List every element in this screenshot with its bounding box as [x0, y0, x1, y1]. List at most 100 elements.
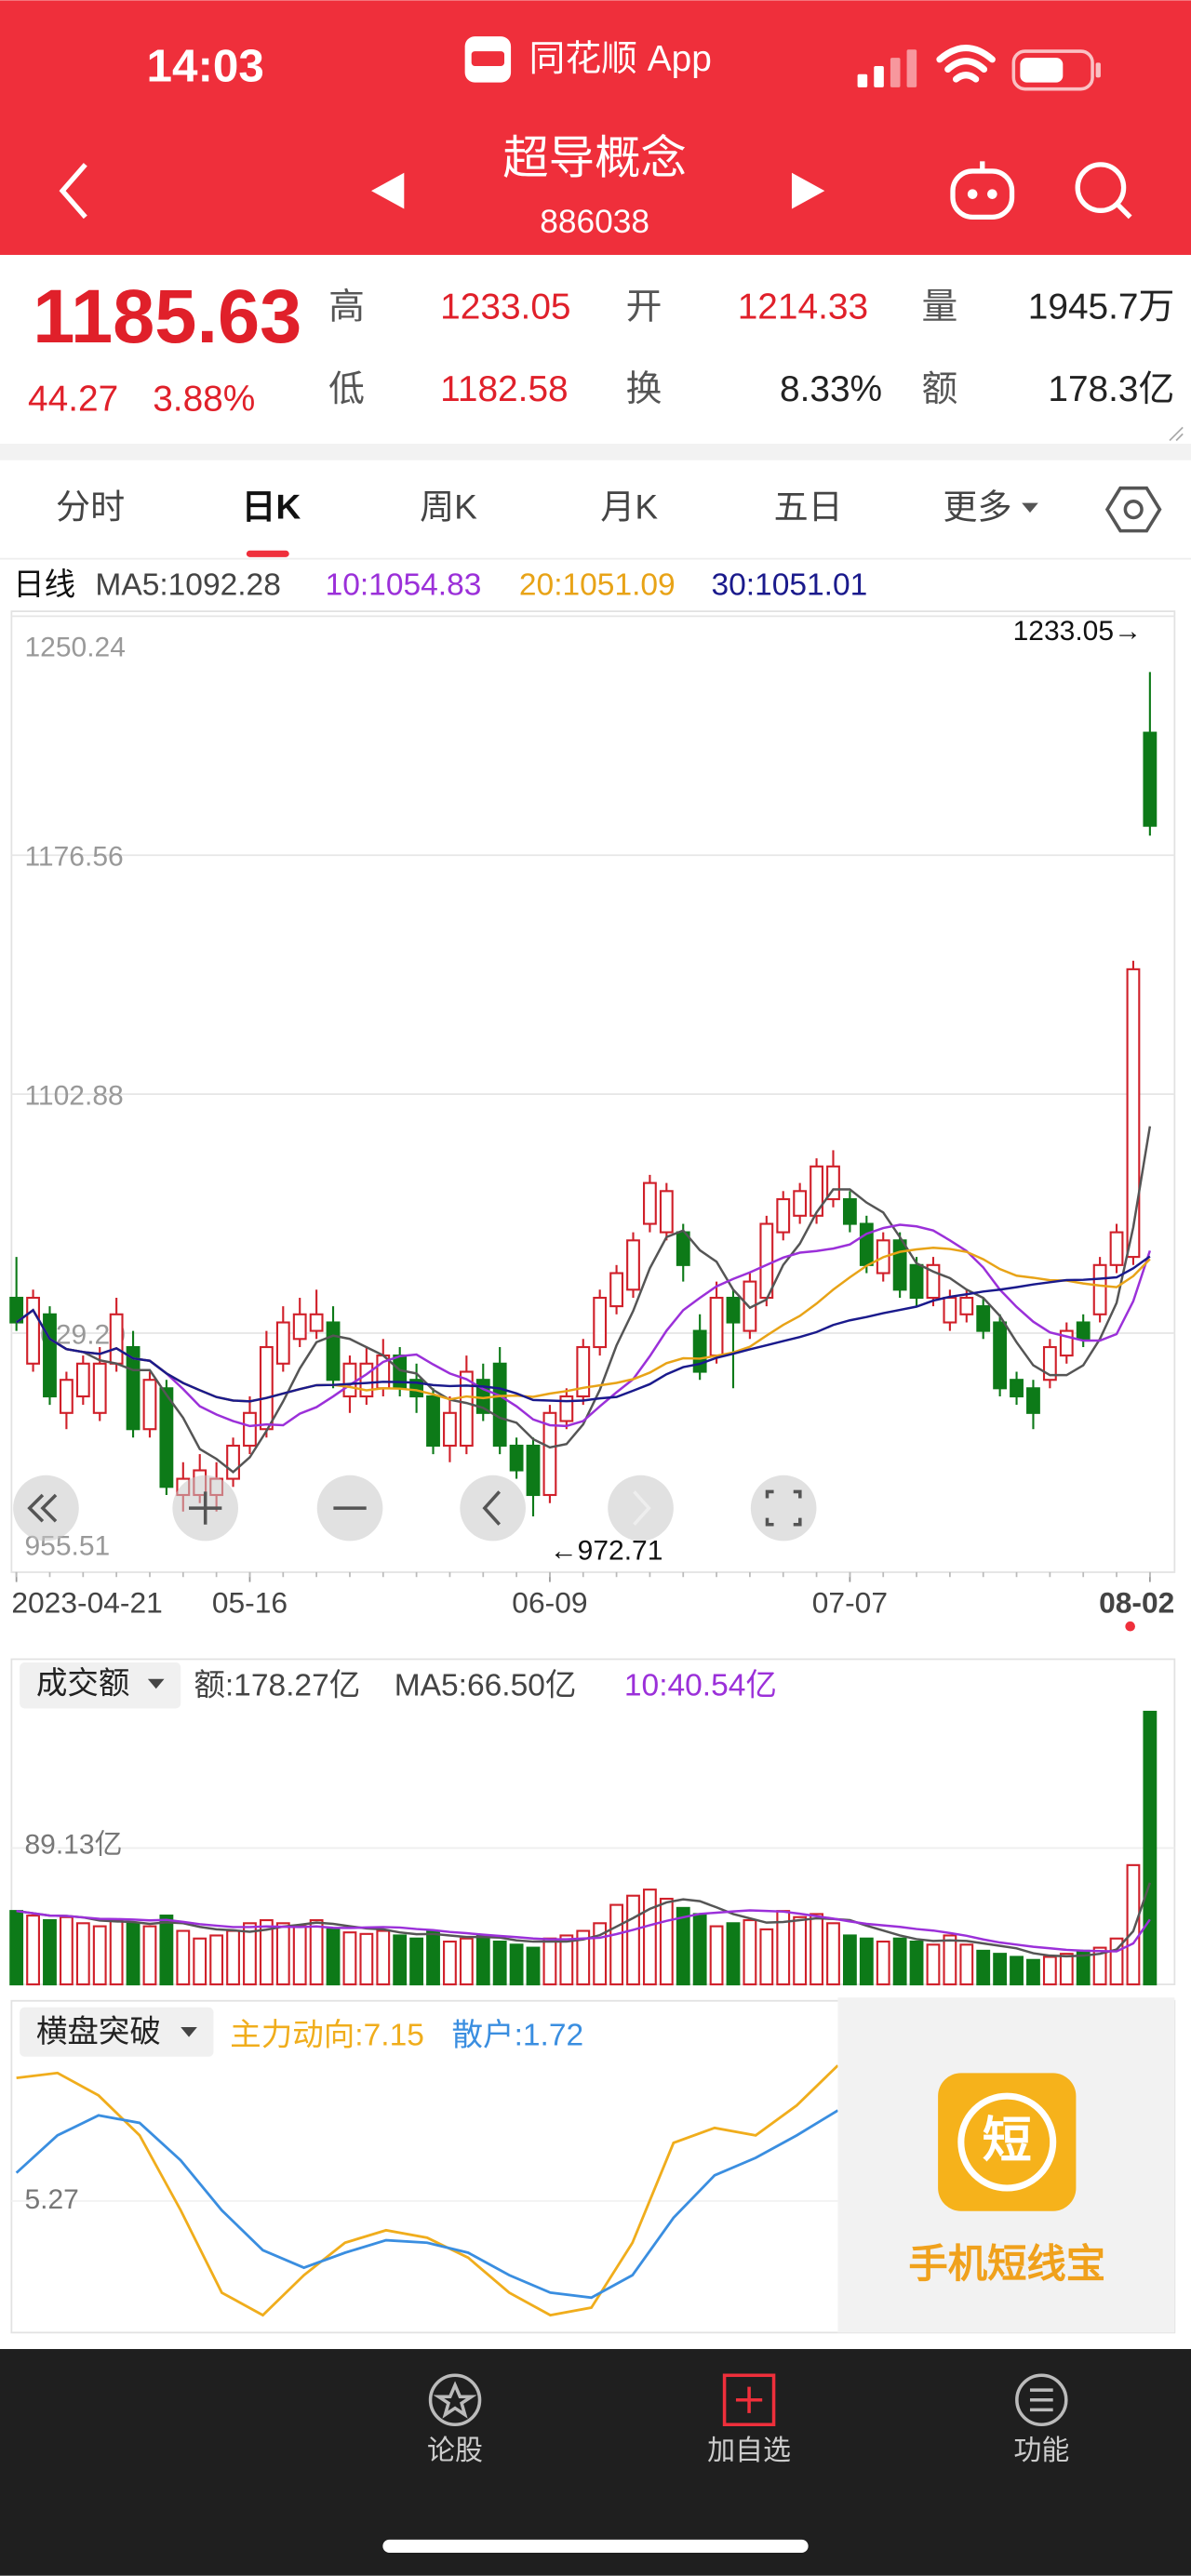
volume-bar	[626, 1894, 640, 1986]
wifi	[936, 45, 996, 83]
settings-button[interactable]	[1104, 486, 1162, 533]
volume-bar	[842, 1934, 857, 1986]
candle-body	[892, 1239, 907, 1291]
nav-item[interactable]: 加自选	[707, 2436, 791, 2466]
volume-bar	[75, 1922, 90, 1986]
app-icon-mark	[471, 51, 505, 66]
price: 1185.63	[33, 274, 301, 359]
legend-item: 散户:1.72	[452, 2017, 584, 2052]
x-tick-label: 07-07	[812, 1586, 888, 1620]
candle-body	[1026, 1387, 1040, 1414]
candle-body	[709, 1296, 724, 1357]
volume-bar	[659, 1897, 674, 1986]
volume-bar	[309, 1918, 324, 1986]
selector-arrow	[147, 1678, 165, 1689]
content: 14:03 同花顺 App 超导概念 886038 1185.63 44.27 3.88% 高…	[9, 39, 1174, 2466]
ma-legend-item: 30:1051.01	[711, 567, 867, 602]
volume-bar	[709, 1925, 724, 1986]
candle-body	[1010, 1379, 1024, 1398]
battery-tip	[1095, 62, 1101, 78]
chart-control-glyph	[633, 1490, 651, 1526]
volume-bar	[1059, 1953, 1074, 1986]
candle-body	[909, 1263, 924, 1300]
volume-bar	[1026, 1958, 1040, 1986]
candle-body	[1076, 1321, 1091, 1341]
volume-bar	[393, 1934, 408, 1986]
candle-body	[959, 1296, 974, 1315]
prev-button[interactable]	[371, 172, 405, 209]
candle-body	[43, 1313, 57, 1398]
candle-body	[59, 1379, 74, 1414]
volume-bar	[676, 1906, 690, 1986]
volume-bar	[793, 1915, 808, 1986]
candle-body	[692, 1329, 707, 1373]
ad-text: 手机短线宝	[908, 2242, 1105, 2286]
volume-bar	[643, 1889, 657, 1986]
volume-bar	[159, 1915, 174, 1986]
chart-control[interactable]	[608, 1475, 674, 1542]
candle-body	[859, 1222, 874, 1266]
chart-control[interactable]	[13, 1475, 79, 1542]
volume-selector[interactable]	[20, 1662, 181, 1709]
candle-body	[259, 1345, 274, 1431]
nav-item[interactable]: 功能	[1013, 2436, 1069, 2466]
tab[interactable]: 周K	[420, 487, 477, 526]
volume-bar	[292, 1925, 307, 1986]
y-tick-label: 1250.24	[24, 633, 125, 663]
tab[interactable]: 月K	[600, 487, 658, 526]
indicator-selector[interactable]	[20, 2007, 214, 2057]
search-button[interactable]	[1075, 162, 1132, 220]
volume-bar	[926, 1943, 941, 1986]
y-tick-label: 1102.88	[24, 1081, 123, 1112]
tab[interactable]: 五日	[774, 487, 843, 526]
nav-item[interactable]: 论股	[427, 2436, 483, 2466]
next-button[interactable]	[791, 172, 825, 209]
x-tick-label: 06-09	[512, 1586, 587, 1620]
ad-icon-text: 短	[983, 2113, 1032, 2168]
candle-body	[1042, 1345, 1057, 1381]
candle-body	[542, 1411, 557, 1497]
robot-button[interactable]	[950, 161, 1015, 220]
candle-body	[126, 1345, 141, 1431]
header-bg	[0, 0, 1191, 255]
indicator-line	[16, 2064, 839, 2317]
app-name: 同花顺 App	[529, 39, 711, 79]
candle-body	[459, 1370, 474, 1448]
home-indicator	[382, 2539, 809, 2553]
chart-control[interactable]	[750, 1475, 817, 1542]
candle-body	[1109, 1231, 1124, 1266]
divider	[0, 444, 1191, 460]
candle-body	[1126, 968, 1141, 1259]
chart-control[interactable]	[460, 1475, 526, 1542]
volume-legend-item: MA5:66.50亿	[395, 1667, 577, 1702]
candle-body	[26, 1296, 40, 1365]
volume-bar	[43, 1918, 57, 1986]
tab[interactable]: 分时	[56, 487, 125, 526]
indicator-selector-label: 横盘突破	[36, 2014, 161, 2049]
candle-body	[993, 1321, 1008, 1390]
volume-bar	[876, 1940, 890, 1986]
tab-more-arrow	[1022, 502, 1038, 514]
candle-body	[1143, 731, 1158, 827]
change-pct: 3.88%	[153, 379, 255, 419]
volume-bar	[743, 1918, 757, 1986]
tab[interactable]: 更多	[943, 487, 1011, 526]
chart-control-glyph	[189, 1491, 222, 1525]
volume-bar	[26, 1915, 40, 1986]
signal	[857, 49, 917, 87]
volume-bar	[243, 1922, 257, 1986]
candle-body	[1092, 1263, 1107, 1315]
back-button[interactable]	[59, 163, 87, 220]
volume-bar	[1092, 1946, 1107, 1986]
nav-icons	[428, 2373, 1068, 2427]
quote-low: 1182.58	[440, 369, 568, 409]
volume-bar	[226, 1929, 240, 1986]
y-tick-label: 89.13亿	[24, 1830, 122, 1861]
chart-control-glyph	[482, 1490, 502, 1526]
candle-body	[759, 1222, 774, 1300]
candle-body	[976, 1305, 991, 1332]
tab[interactable]: 日K	[241, 487, 301, 526]
tab-indicator	[246, 550, 289, 557]
y-tick-label: 1176.56	[24, 842, 123, 873]
